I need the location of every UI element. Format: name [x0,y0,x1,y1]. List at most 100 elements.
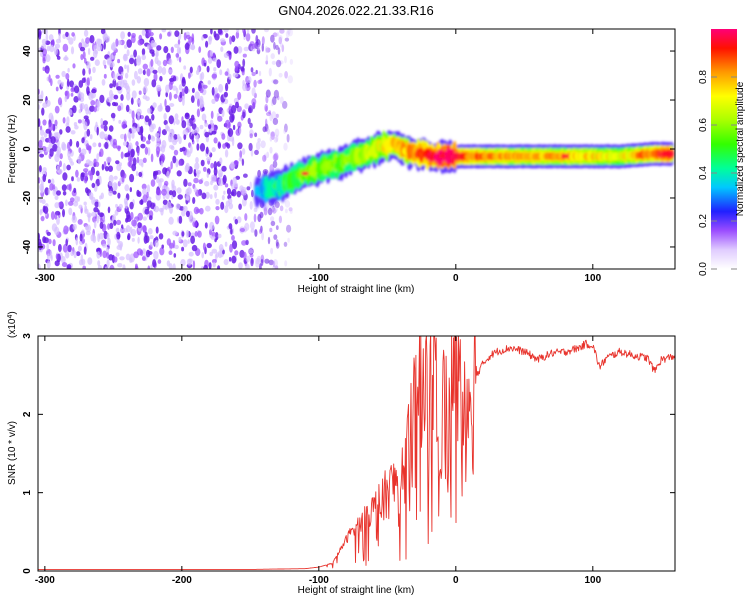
noise-speckle [48,74,51,83]
noise-speckle [138,99,142,107]
noise-speckle [109,83,113,89]
noise-speckle [67,244,72,253]
noise-speckle [137,68,143,75]
noise-speckle [107,237,111,246]
noise-speckle [48,238,52,245]
noise-speckle [72,63,76,69]
noise-speckle [283,142,288,151]
noise-speckle [62,191,67,196]
noise-speckle [248,107,252,113]
y-tick-label: 2 [22,411,33,417]
noise-speckle [206,156,212,162]
noise-speckle [102,33,108,40]
noise-speckle [146,140,151,145]
noise-speckle [273,89,279,99]
noise-speckle [146,184,150,193]
noise-speckle [262,154,267,162]
noise-speckle [112,190,117,195]
noise-speckle [259,263,262,269]
noise-speckle [284,55,287,64]
noise-speckle [124,133,127,142]
noise-speckle [278,60,284,65]
noise-speckle [234,218,238,225]
noise-speckle [159,33,163,40]
noise-speckle [251,87,256,97]
noise-speckle [284,200,291,208]
noise-speckle [272,265,276,269]
noise-speckle [270,220,276,227]
noise-speckle [137,212,143,221]
noise-speckle [101,79,106,86]
y-tick-label: -20 [22,190,33,205]
noise-speckle [158,207,164,213]
noise-speckle [94,201,99,208]
noise-speckle [174,113,179,120]
noise-speckle [117,105,122,112]
noise-speckle [46,260,51,269]
noise-speckle [272,259,278,268]
noise-speckle [214,33,220,41]
noise-speckle [65,251,70,259]
noise-speckle [213,67,217,72]
noise-speckle [144,115,150,123]
noise-speckle [213,137,218,144]
noise-speckle [90,100,96,106]
noise-speckle [139,199,144,205]
noise-speckle [149,124,155,133]
noise-speckle [119,75,123,80]
noise-speckle [62,43,69,53]
noise-speckle [259,211,264,219]
noise-speckle [269,136,273,142]
noise-speckle [178,84,183,91]
noise-speckle [57,79,62,85]
noise-speckle [188,251,194,257]
noise-speckle [247,249,254,254]
noise-speckle [211,86,215,96]
noise-speckle [49,44,55,53]
noise-speckle [279,96,284,105]
noise-speckle [181,231,185,237]
noise-speckle [213,184,219,191]
noise-speckle [164,98,167,108]
noise-speckle [103,73,107,79]
noise-speckle [263,207,268,216]
noise-speckle [224,149,229,158]
noise-speckle [148,215,153,221]
noise-speckle [246,186,251,191]
noise-speckle [191,33,195,42]
noise-speckle [264,104,269,112]
noise-speckles [38,29,294,269]
noise-speckle [125,217,129,223]
noise-speckle [286,29,291,35]
noise-speckle [104,266,109,269]
noise-speckle [103,124,108,132]
noise-speckle [278,35,283,41]
noise-speckle [70,87,75,93]
noise-speckle [232,72,239,78]
noise-speckle [47,179,51,184]
noise-speckle [212,52,216,59]
noise-speckle [186,150,191,158]
noise-speckle [206,242,212,249]
x-tick-label: 0 [453,273,459,284]
colorbar-tick-label: 0.8 [698,70,709,84]
noise-speckle [269,164,275,173]
noise-speckle [175,119,180,125]
noise-speckle [42,236,47,244]
noise-speckle [38,263,41,269]
noise-speckle [238,157,243,162]
noise-speckle [250,228,255,233]
noise-speckle [101,163,105,171]
noise-speckle [70,130,76,135]
noise-speckle [147,147,151,156]
noise-speckle [96,126,99,136]
ridge-cell [311,160,317,178]
noise-speckle [205,146,209,155]
noise-speckle [108,181,114,187]
noise-speckle [204,122,209,127]
noise-speckle [213,167,218,176]
noise-speckle [147,265,151,269]
noise-speckle [219,157,223,165]
noise-speckle [126,49,130,57]
noise-speckle [54,226,60,236]
